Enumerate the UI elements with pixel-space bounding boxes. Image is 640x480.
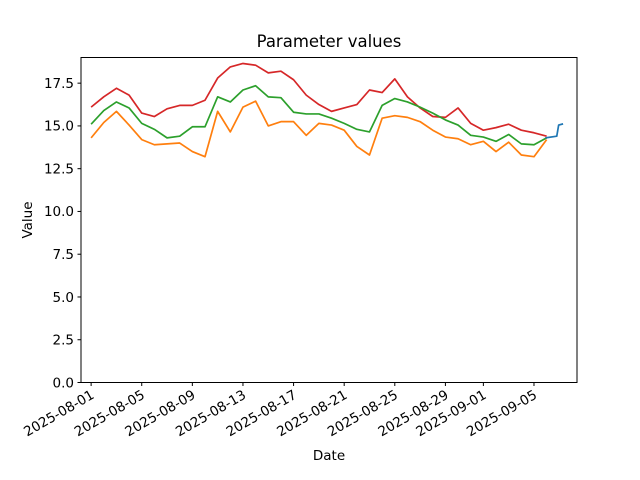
series-red-line (90, 62, 547, 138)
y-tick-label: 10.0 (44, 204, 74, 220)
axes-spines (80, 57, 578, 383)
y-axis-label: Value (20, 201, 36, 239)
y-tick-label: 5.0 (53, 290, 74, 306)
y-tick-label: 17.5 (44, 76, 74, 92)
y-tick-label: 7.5 (53, 247, 74, 263)
series-green-line (90, 84, 548, 146)
y-tick-label: 0.0 (53, 375, 74, 391)
chart-title: Parameter values (256, 32, 402, 51)
series-orange-line (90, 100, 548, 158)
y-tick-label: 12.5 (44, 161, 74, 177)
y-tick-label: 2.5 (53, 333, 74, 349)
y-tick-label: 15.0 (44, 119, 74, 135)
x-axis-label: Date (312, 448, 346, 464)
series-blue-line (545, 123, 564, 139)
